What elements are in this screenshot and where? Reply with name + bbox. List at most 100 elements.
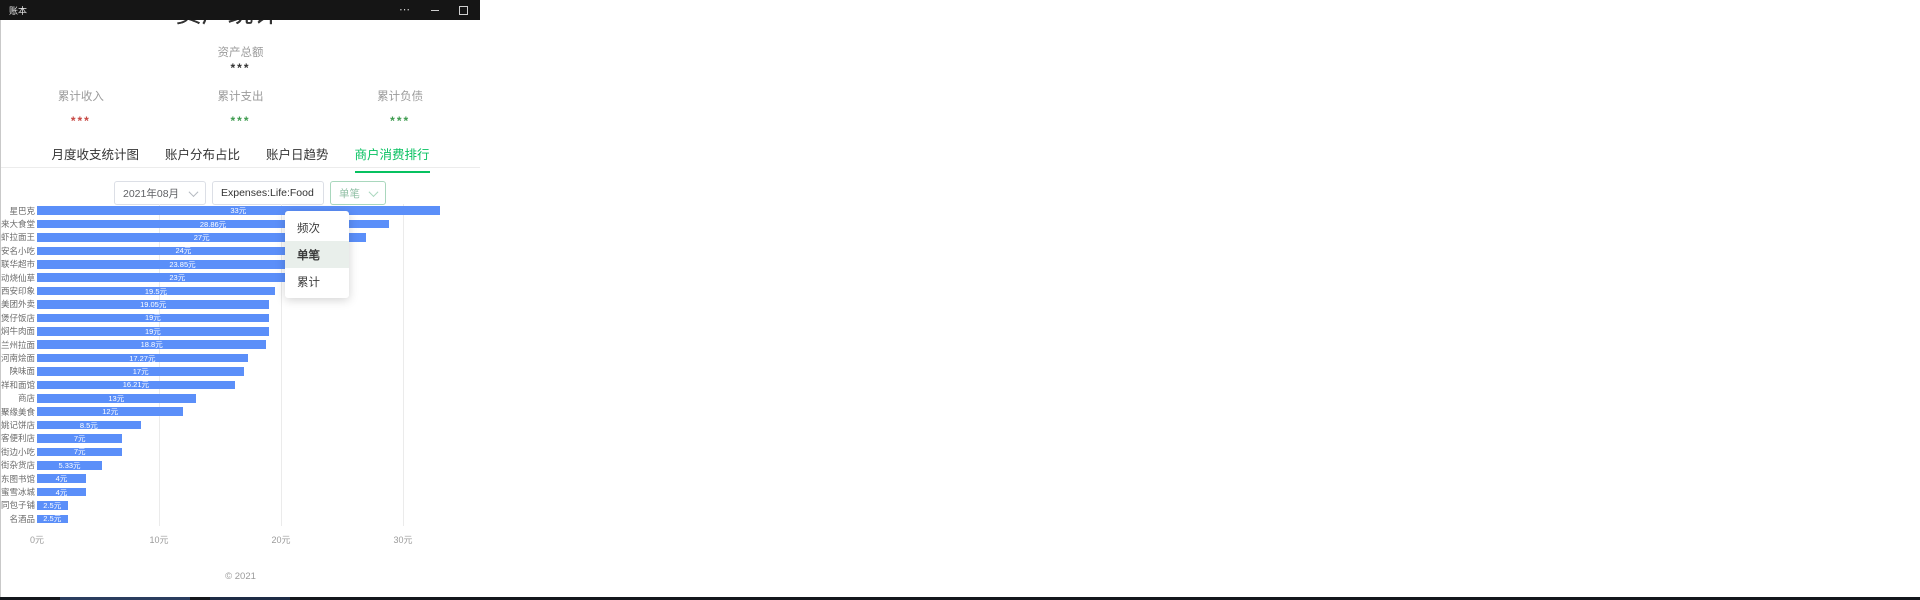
bar-value-label: 17.27元 — [129, 353, 156, 363]
bar-category-label: 西安名小吃 — [1, 245, 35, 256]
bar-11[interactable]: 17.27元 — [37, 354, 248, 363]
bar-value-label: 12元 — [102, 407, 119, 417]
stat-累计支出: 累计支出 *** — [161, 88, 321, 128]
stat-累计收入: 累计收入 *** — [1, 88, 161, 128]
window-maximize-icon[interactable] — [459, 5, 468, 15]
month-select[interactable]: 2021年08月 — [114, 181, 206, 205]
bar-category-label: 街边小吃 — [1, 446, 35, 457]
gridline — [403, 204, 404, 526]
bar-category-label: 港式煲仔饭店 — [1, 312, 35, 323]
sort-mode-select[interactable]: 单笔 — [330, 181, 386, 205]
bar-value-label: 2.5元 — [43, 514, 62, 524]
bar-category-label: 聚缘美食 — [1, 406, 35, 417]
bar-value-label: 13元 — [108, 393, 125, 403]
bar-value-label: 4元 — [55, 474, 68, 484]
stat-value: *** — [390, 114, 411, 128]
stat-value: *** — [70, 114, 91, 128]
bar-12[interactable]: 17元 — [37, 366, 245, 376]
bar-23[interactable]: 2.5元 — [37, 514, 68, 524]
x-axis-tick: 0元 — [29, 535, 44, 545]
bar-0[interactable]: 33元 — [37, 206, 440, 215]
bar-15[interactable]: 12元 — [37, 407, 184, 417]
gridline — [159, 204, 160, 526]
bar-category-label: 联华超市 — [1, 259, 35, 270]
bar-16[interactable]: 8.5元 — [37, 421, 141, 430]
window-title: 账本 — [9, 5, 28, 16]
bar-14[interactable]: 13元 — [37, 394, 196, 403]
dropdown-option-1[interactable]: 单笔 — [285, 241, 349, 268]
tab-3[interactable]: 商户消费排行 — [354, 144, 430, 173]
copyright: © 2021 — [225, 571, 256, 582]
bar-value-label: 7元 — [73, 433, 86, 443]
tab-1[interactable]: 账户分布占比 — [164, 148, 240, 162]
bar-value-label: 19元 — [144, 313, 161, 323]
bar-value-label: 8.5元 — [79, 420, 98, 430]
bar-category-label: 祥和面馆 — [1, 379, 35, 390]
total-assets-label: 资产总额 — [217, 47, 264, 59]
bar-4[interactable]: 23.85元 — [37, 260, 328, 269]
bar-1[interactable]: 28.86元 — [37, 219, 390, 229]
bar-17[interactable]: 7元 — [37, 433, 123, 443]
bar-8[interactable]: 19元 — [37, 313, 269, 323]
bar-category-label: 东街杂货店 — [1, 460, 35, 471]
bar-category-label: 好味来大食堂 — [1, 219, 35, 230]
bar-9[interactable]: 19元 — [37, 327, 269, 336]
bar-value-label: 33元 — [230, 206, 247, 216]
tab-0[interactable]: 月度收支统计图 — [51, 148, 139, 162]
bar-5[interactable]: 23元 — [37, 273, 318, 282]
bar-10[interactable]: 18.8元 — [37, 340, 267, 349]
bar-18[interactable]: 7元 — [37, 447, 123, 456]
bar-value-label: 23.85元 — [169, 259, 196, 269]
bar-19[interactable]: 5.33元 — [37, 461, 103, 470]
bar-value-label: 2.5元 — [43, 500, 62, 510]
bar-category-label: 博动烧仙草 — [1, 272, 35, 283]
bar-category-label: 美团外卖 — [1, 299, 35, 310]
bar-value-label: 28.86元 — [199, 219, 227, 229]
bar-category-label: 姚记饼店 — [1, 420, 35, 431]
taskbar-edge — [0, 597, 1920, 600]
bar-value-label: 27元 — [193, 232, 210, 242]
bar-category-label: 红焖牛肉面 — [1, 326, 35, 337]
bar-value-label: 19.05元 — [140, 299, 167, 309]
stat-tabs: 月度收支统计图 账户分布占比 账户日趋势 商户消费排行 — [1, 144, 480, 173]
bar-category-label: 蜜雪冰城 — [1, 487, 35, 498]
bar-category-label: 和虾拉面王 — [1, 232, 35, 243]
bar-6[interactable]: 19.5元 — [37, 287, 275, 296]
bar-2[interactable]: 27元 — [37, 232, 367, 242]
cumulative-stats: 累计收入 *** 累计支出 *** 累计负债 *** — [1, 88, 480, 128]
tab-2[interactable]: 账户日趋势 — [266, 148, 329, 162]
bar-value-label: 19元 — [144, 326, 161, 336]
bar-category-label: 商店 — [17, 393, 35, 404]
bar-value-label: 23元 — [169, 273, 186, 283]
bar-22[interactable]: 2.5元 — [37, 501, 68, 510]
dropdown-option-0[interactable]: 频次 — [297, 222, 320, 235]
bar-value-label: 16.21元 — [122, 380, 150, 390]
bar-20[interactable]: 4元 — [37, 474, 86, 483]
bar-value-label: 17元 — [132, 366, 149, 376]
gridline — [281, 204, 282, 526]
stat-label: 累计收入 — [57, 91, 104, 103]
bar-value-label: 24元 — [175, 246, 192, 256]
x-axis-tick: 10元 — [149, 535, 169, 545]
window-minimize-icon[interactable] — [431, 9, 439, 11]
bar-category-label: 名酒品 — [9, 513, 35, 524]
bar-13[interactable]: 16.21元 — [37, 380, 235, 390]
bar-category-label: 星巴克 — [9, 205, 35, 216]
account-filter-input[interactable]: Expenses:Life:Food — [212, 181, 324, 205]
stat-label: 累计负债 — [377, 91, 424, 103]
stat-label: 累计支出 — [217, 91, 264, 103]
bar-category-label: 西安印象 — [1, 286, 35, 297]
bar-category-label: 阿卟同包子铺 — [1, 500, 35, 511]
dropdown-option-2[interactable]: 累计 — [297, 276, 320, 289]
bar-7[interactable]: 19.05元 — [37, 299, 270, 309]
bar-3[interactable]: 24元 — [37, 246, 330, 256]
stat-value: *** — [230, 114, 251, 128]
bar-21[interactable]: 4元 — [37, 488, 86, 497]
stat-累计负债: 累计负债 *** — [320, 88, 480, 128]
bar-category-label: 河南烩面 — [1, 353, 35, 364]
bar-category-label: 陕味面 — [9, 366, 35, 377]
window-menu-icon[interactable]: ⋯ — [399, 4, 411, 16]
bar-value-label: 19.5元 — [144, 286, 167, 296]
